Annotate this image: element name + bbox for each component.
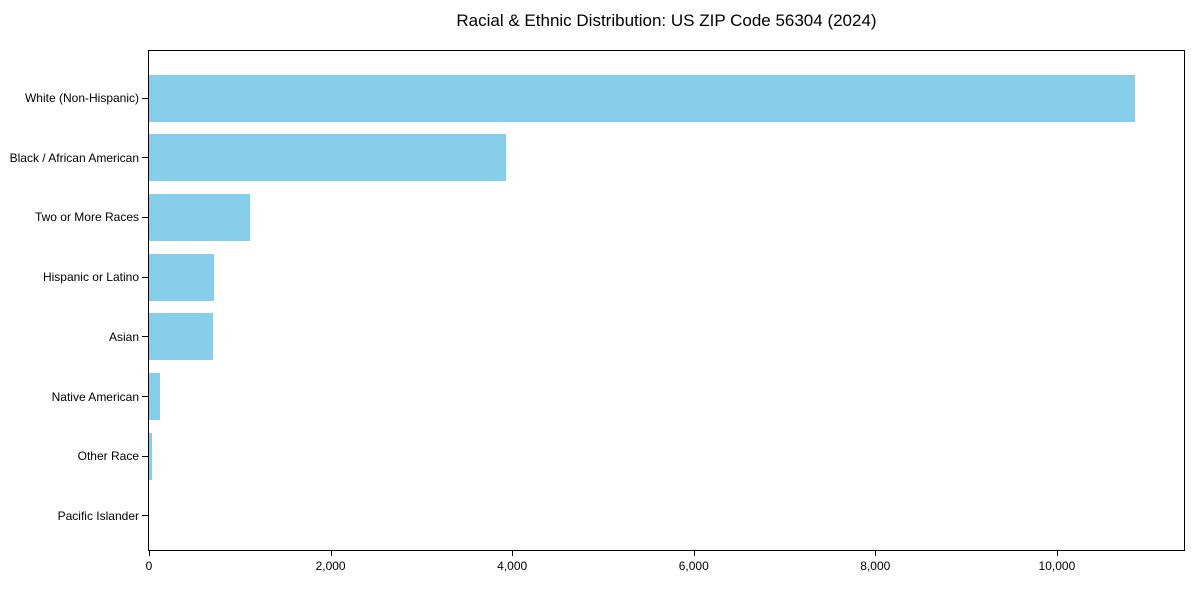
y-tick-mark xyxy=(142,515,148,517)
x-tick-mark xyxy=(512,550,514,556)
y-tick-label: Other Race xyxy=(77,449,139,464)
x-tick-label: 0 xyxy=(145,559,153,573)
y-tick-mark xyxy=(142,455,148,457)
y-tick-mark xyxy=(142,396,148,398)
x-tick-label: 8,000 xyxy=(860,559,891,573)
x-tick-label: 4,000 xyxy=(497,559,528,573)
y-tick-label: White (Non-Hispanic) xyxy=(24,91,139,105)
bar xyxy=(149,193,250,241)
bar xyxy=(149,373,161,421)
y-tick-label: Pacific Islander xyxy=(57,508,139,523)
y-tick-mark xyxy=(142,276,148,278)
x-tick-mark xyxy=(1056,550,1058,556)
y-tick-label: Native American xyxy=(51,389,139,404)
plot-area: White (Non-Hispanic) Black / African Amer… xyxy=(10,50,1185,573)
x-tick-label: 2,000 xyxy=(315,559,346,573)
bar xyxy=(149,74,1135,122)
bar xyxy=(149,432,153,480)
y-tick-label: Two or More Races xyxy=(34,210,139,225)
x-tick-mark xyxy=(693,550,695,556)
bar xyxy=(149,313,213,361)
y-tick-mark xyxy=(142,97,148,99)
y-tick-mark xyxy=(142,216,148,218)
bar xyxy=(149,253,214,301)
bar xyxy=(149,134,507,182)
x-tick-mark xyxy=(330,550,332,556)
y-tick-mark xyxy=(142,336,148,338)
y-tick-label: Hispanic or Latino xyxy=(42,270,139,285)
y-tick-label: Asian xyxy=(108,329,139,344)
chart-title: Racial & Ethnic Distribution: US ZIP Cod… xyxy=(456,11,877,30)
x-tick-mark xyxy=(875,550,877,556)
y-tick-label: Black / African American xyxy=(9,150,139,165)
x-tick-mark xyxy=(149,550,150,556)
y-tick-mark xyxy=(142,157,148,159)
x-tick-label: 10,000 xyxy=(1038,559,1076,573)
x-tick-label: 6,000 xyxy=(678,559,709,573)
